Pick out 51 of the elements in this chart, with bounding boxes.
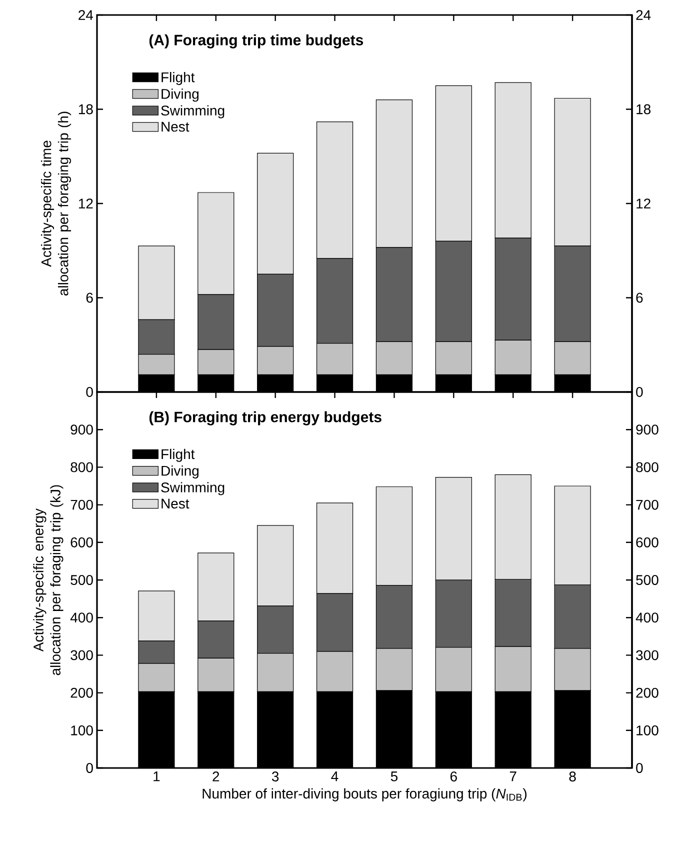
text: (B) Foraging trip energy budgets xyxy=(149,411,382,426)
y-tick-label: 200 xyxy=(70,688,93,698)
legend-label: Flight xyxy=(162,72,195,86)
y-tick-label: 500 xyxy=(70,575,93,585)
y-tick-label: 24 xyxy=(78,10,94,20)
y2-tick-label: 400 xyxy=(636,612,658,623)
y2-tick-label: 700 xyxy=(636,500,658,510)
x-tick-label: 7 xyxy=(510,772,516,782)
y-tick-label: 300 xyxy=(70,650,93,660)
x-tick-label: 3 xyxy=(272,772,279,782)
y-axis-title: Activity-specific time allocation per foraging trip (h) xyxy=(40,112,72,296)
y-tick-label: 800 xyxy=(70,462,93,472)
y-tick-label: 6 xyxy=(86,292,93,303)
legend-label: Nest xyxy=(162,498,190,509)
legend-label: Swimming xyxy=(161,482,224,496)
y-tick-label: 0 xyxy=(86,763,93,773)
y-tick-label: 900 xyxy=(70,424,93,435)
y2-tick-label: 0 xyxy=(636,763,643,773)
y2-tick-label: 18 xyxy=(636,104,651,114)
y2-tick-label: 500 xyxy=(636,575,658,585)
x-tick-label: 4 xyxy=(331,772,338,782)
y2-tick-label: 12 xyxy=(636,198,650,208)
y-tick-label: 18 xyxy=(78,104,93,114)
x-tick-label: 5 xyxy=(390,772,398,782)
y2-tick-label: 600 xyxy=(636,537,658,548)
x-tick-label: 6 xyxy=(450,772,457,782)
y2-tick-label: 300 xyxy=(636,650,658,660)
x-tick-label: 8 xyxy=(569,772,576,782)
legend-label: Swimming xyxy=(161,105,224,118)
x-tick-label: 2 xyxy=(212,772,220,782)
y2-tick-label: 200 xyxy=(636,688,658,698)
x-tick-label: 1 xyxy=(154,772,160,782)
x-axis-title: Number of inter-diving bouts per foragiung trip (N$_{IDB}$) xyxy=(202,788,527,802)
legend-label: Nest xyxy=(162,122,190,132)
y2-tick-label: 0 xyxy=(636,387,643,397)
y2-tick-label: 800 xyxy=(636,462,658,472)
y-tick-label: 400 xyxy=(70,612,93,623)
legend-label: Flight xyxy=(162,448,195,462)
legend-label: Diving xyxy=(162,88,198,102)
y-tick-label: 100 xyxy=(71,725,93,736)
y-axis-title: Activity-specific energy allocation per foraging trip (kJ) xyxy=(33,485,64,676)
y2-tick-label: 24 xyxy=(636,10,651,20)
y-tick-label: 700 xyxy=(70,500,93,510)
y2-tick-label: 100 xyxy=(636,725,658,736)
y2-tick-label: 900 xyxy=(636,424,658,435)
y-tick-label: 0 xyxy=(86,387,93,397)
legend-label: Diving xyxy=(162,465,198,479)
y-tick-label: 600 xyxy=(70,537,93,548)
y-tick-label: 12 xyxy=(78,198,93,208)
text: (A) Foraging trip time budgets xyxy=(149,34,364,48)
y2-tick-label: 6 xyxy=(636,292,643,303)
